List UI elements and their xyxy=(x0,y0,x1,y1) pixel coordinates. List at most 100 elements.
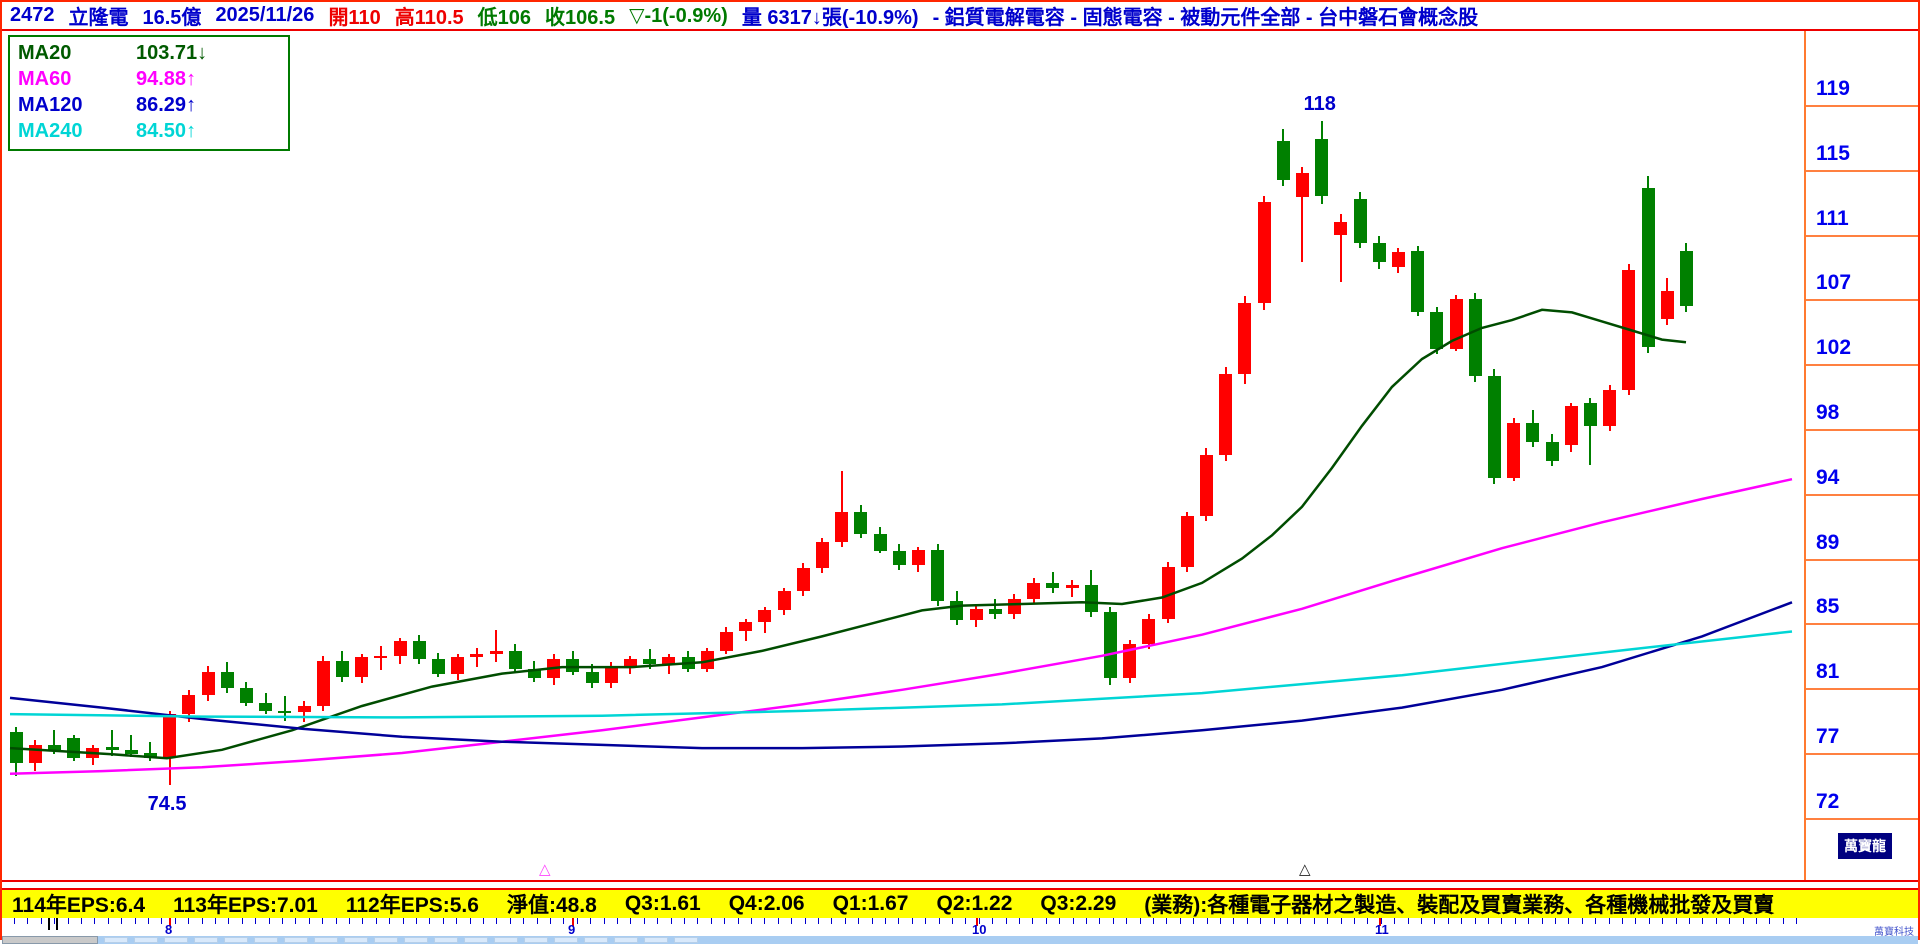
date-tick xyxy=(1689,918,1690,924)
date-tick xyxy=(644,918,645,924)
date-tick xyxy=(617,918,618,924)
ma120-trend-arrow-icon: ↑ xyxy=(186,93,197,116)
date-tick xyxy=(282,918,283,924)
date-tick xyxy=(738,918,739,924)
date-tick xyxy=(443,918,444,924)
scrollbar-segment[interactable] xyxy=(524,937,548,943)
date-tick xyxy=(295,918,296,924)
scrollbar-segment[interactable] xyxy=(644,937,668,943)
date-tick xyxy=(724,918,725,924)
date-tick xyxy=(1274,918,1275,924)
date-tick xyxy=(1408,918,1409,924)
date-tick xyxy=(791,918,792,924)
date-tick xyxy=(416,918,417,924)
header-segment-9: 量 6317↓張(-10.9%) xyxy=(741,7,919,29)
scrollbar-segment[interactable] xyxy=(674,937,698,943)
scrollbar-segment[interactable] xyxy=(254,937,278,943)
scrollbar-segment[interactable] xyxy=(134,937,158,943)
legend-row-ma240: MA240 84.50 ↑ xyxy=(18,118,280,144)
date-tick xyxy=(1609,918,1610,924)
price-axis-label: 89 xyxy=(1816,530,1840,554)
scrollbar-segment[interactable] xyxy=(494,937,518,943)
date-tick xyxy=(403,918,404,924)
date-tick xyxy=(1180,918,1181,924)
scrollbar-segment[interactable] xyxy=(374,937,398,943)
date-tick xyxy=(751,918,752,924)
price-gridline xyxy=(1806,753,1918,755)
scrollbar-segment[interactable] xyxy=(194,937,218,943)
ma120-label: MA120 xyxy=(18,93,83,116)
date-tick xyxy=(1233,918,1234,924)
date-tick xyxy=(965,918,966,924)
date-tick xyxy=(577,918,578,924)
header-segment-3: 2025/11/26 xyxy=(215,4,315,26)
scrollbar-segment[interactable] xyxy=(224,937,248,943)
date-tick xyxy=(269,918,270,924)
scrollbar-thumb[interactable] xyxy=(2,936,98,944)
scrollbar-segment[interactable] xyxy=(434,937,458,943)
scrollbar-segment[interactable] xyxy=(584,937,608,943)
date-tick xyxy=(1635,918,1636,924)
date-tick xyxy=(215,918,216,924)
scrollbar-segment[interactable] xyxy=(614,937,638,943)
candlestick-plot[interactable]: 118 74.5 △ △ xyxy=(2,31,1806,880)
red-divider xyxy=(2,880,1918,890)
horizontal-scrollbar[interactable] xyxy=(2,936,1918,944)
price-axis-label: 85 xyxy=(1816,595,1840,619)
date-tick xyxy=(684,918,685,924)
scrollbar-segment[interactable] xyxy=(104,937,128,943)
scrollbar-segment[interactable] xyxy=(344,937,368,943)
date-tick xyxy=(1073,918,1074,924)
date-tick xyxy=(349,918,350,924)
ma60-value: 94.88 xyxy=(136,67,187,90)
date-tick xyxy=(322,918,323,924)
date-axis[interactable]: 萬寶科技 8 9 10 11 xyxy=(2,918,1918,936)
date-tick xyxy=(872,918,873,924)
date-tick xyxy=(1555,918,1556,924)
date-tick xyxy=(778,918,779,924)
date-tick xyxy=(671,918,672,924)
scrollbar-segment[interactable] xyxy=(164,937,188,943)
date-tick xyxy=(175,918,176,924)
date-tick xyxy=(1059,918,1060,924)
date-tick xyxy=(470,918,471,924)
date-tick xyxy=(898,918,899,924)
date-tick xyxy=(1501,918,1502,924)
date-tick xyxy=(376,918,377,924)
date-tick xyxy=(979,918,980,924)
scrollbar-segment[interactable] xyxy=(314,937,338,943)
fundamentals-bar: 114年EPS:6.4 113年EPS:7.01 112年EPS:5.6 淨值:48.… xyxy=(2,890,1918,918)
date-tick xyxy=(939,918,940,924)
price-gridline xyxy=(1806,688,1918,691)
fundamental-item-2: 112年EPS:5.6 xyxy=(345,894,479,917)
date-tick xyxy=(202,918,203,924)
date-tick xyxy=(1153,918,1154,924)
date-tick xyxy=(563,918,564,924)
date-tick xyxy=(845,918,846,924)
date-tick xyxy=(389,918,390,924)
event-marker-triangle-icon: △ xyxy=(539,861,551,878)
price-gridline xyxy=(1806,817,1918,820)
date-tick xyxy=(1126,918,1127,924)
date-tick xyxy=(818,918,819,924)
ma240-value: 84.50 xyxy=(136,119,187,142)
scrollbar-segment[interactable] xyxy=(464,937,488,943)
date-tick xyxy=(1220,918,1221,924)
date-tick xyxy=(148,918,149,924)
scrollbar-segment[interactable] xyxy=(284,937,308,943)
price-axis-label: 102 xyxy=(1816,336,1852,360)
date-tick xyxy=(27,918,28,924)
date-tick xyxy=(1783,918,1784,924)
date-tick xyxy=(831,918,832,924)
moving-average-lines xyxy=(9,308,1793,775)
ma60-label: MA60 xyxy=(18,67,72,90)
date-tick xyxy=(764,918,765,924)
date-tick xyxy=(81,918,82,924)
date-tick xyxy=(1046,918,1047,924)
date-tick xyxy=(1341,918,1342,924)
scrollbar-segment[interactable] xyxy=(404,937,428,943)
date-tick xyxy=(1488,918,1489,924)
price-axis-label: 115 xyxy=(1816,141,1850,165)
scrollbar-segment[interactable] xyxy=(554,937,578,943)
date-tick xyxy=(1796,918,1797,924)
